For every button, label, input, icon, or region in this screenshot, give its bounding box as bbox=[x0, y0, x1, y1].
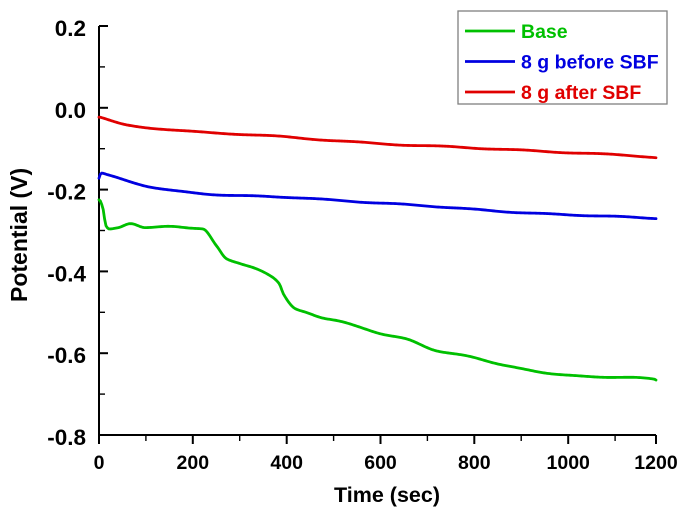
svg-text:800: 800 bbox=[458, 452, 491, 474]
svg-text:8 g after SBF: 8 g after SBF bbox=[521, 82, 641, 104]
svg-text:400: 400 bbox=[270, 452, 303, 474]
svg-text:-0.8: -0.8 bbox=[47, 425, 86, 450]
svg-text:0.2: 0.2 bbox=[55, 16, 86, 41]
svg-text:1200: 1200 bbox=[634, 452, 678, 474]
svg-text:600: 600 bbox=[364, 452, 397, 474]
svg-text:200: 200 bbox=[177, 452, 210, 474]
svg-text:0.0: 0.0 bbox=[55, 98, 86, 123]
svg-text:-0.2: -0.2 bbox=[47, 180, 86, 205]
svg-text:8 g before SBF: 8 g before SBF bbox=[521, 52, 659, 74]
svg-text:Base: Base bbox=[521, 21, 568, 43]
svg-text:1000: 1000 bbox=[547, 452, 591, 474]
svg-text:0: 0 bbox=[94, 452, 105, 474]
svg-text:-0.4: -0.4 bbox=[47, 261, 86, 286]
svg-text:-0.6: -0.6 bbox=[47, 343, 86, 368]
